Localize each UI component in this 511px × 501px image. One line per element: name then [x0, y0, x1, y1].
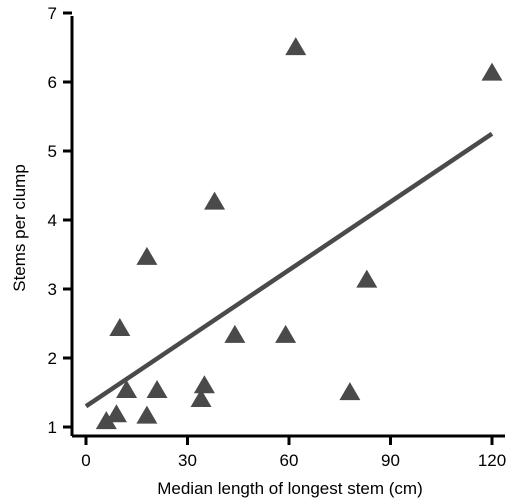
data-point-triangle	[224, 324, 246, 343]
x-axis-title: Median length of longest stem (cm)	[157, 479, 423, 498]
y-tick-label: 3	[48, 280, 57, 299]
x-tick-label: 30	[178, 451, 197, 470]
y-tick-label: 2	[48, 349, 57, 368]
x-tick-label: 120	[478, 451, 506, 470]
data-point-triangle	[136, 405, 158, 424]
y-tick-label: 1	[48, 418, 57, 437]
data-point-triangle	[285, 37, 307, 56]
y-tick-label: 7	[48, 4, 57, 23]
data-point-triangle	[95, 411, 117, 430]
x-axis-ticks: 0 30 60 90 120	[81, 436, 506, 470]
y-tick-label: 6	[48, 73, 57, 92]
data-point-triangle	[109, 317, 131, 336]
data-point-triangle	[105, 404, 127, 423]
x-tick-label: 0	[81, 451, 90, 470]
data-point-triangle	[136, 246, 158, 265]
x-tick-label: 90	[381, 451, 400, 470]
data-point-triangle	[356, 269, 378, 288]
y-tick-label: 4	[48, 211, 57, 230]
data-points	[95, 37, 503, 430]
y-axis-title: Stems per clump	[10, 164, 29, 292]
data-point-triangle	[339, 382, 361, 401]
x-tick-label: 60	[280, 451, 299, 470]
y-tick-label: 5	[48, 142, 57, 161]
y-axis-ticks: 1 2 3 4 5 6 7	[48, 4, 72, 437]
data-point-triangle	[193, 375, 215, 394]
data-point-triangle	[146, 380, 168, 399]
data-point-triangle	[481, 62, 503, 81]
data-point-triangle	[190, 389, 212, 408]
trend-line-group	[84, 131, 494, 409]
data-point-triangle	[116, 380, 138, 399]
data-point-triangle	[204, 191, 226, 210]
data-point-triangle	[275, 324, 297, 343]
trend-line	[84, 131, 494, 409]
